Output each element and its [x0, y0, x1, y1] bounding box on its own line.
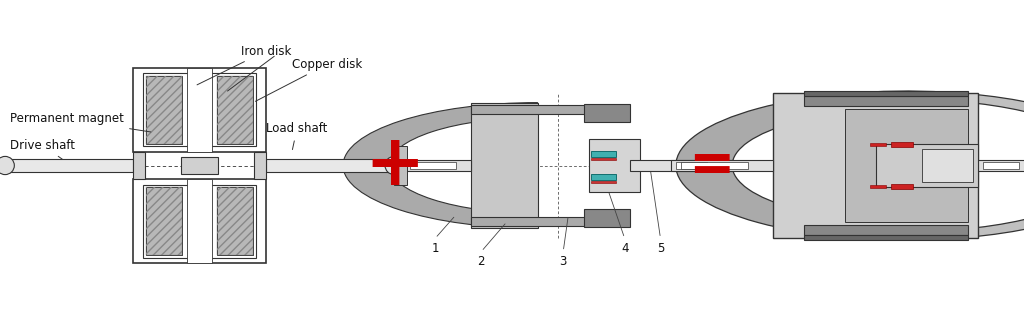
- Bar: [471, 105, 594, 114]
- Bar: [133, 179, 266, 263]
- Bar: [591, 151, 616, 157]
- Bar: [845, 109, 968, 222]
- Bar: [5, 159, 133, 172]
- Ellipse shape: [385, 157, 403, 175]
- Wedge shape: [676, 91, 946, 240]
- Bar: [133, 68, 266, 152]
- Bar: [591, 181, 616, 183]
- Bar: [471, 103, 538, 228]
- Bar: [146, 76, 182, 144]
- Bar: [187, 68, 212, 152]
- Bar: [584, 209, 630, 227]
- Bar: [394, 160, 471, 171]
- Bar: [394, 146, 407, 185]
- Bar: [671, 160, 773, 171]
- Bar: [804, 235, 968, 240]
- Bar: [870, 185, 886, 188]
- Bar: [773, 93, 978, 238]
- Text: Iron disk: Iron disk: [197, 45, 291, 85]
- Bar: [589, 139, 640, 192]
- Text: Load shaft: Load shaft: [266, 122, 328, 150]
- Bar: [681, 162, 748, 169]
- Text: Permanent magnet: Permanent magnet: [10, 113, 151, 132]
- Bar: [804, 225, 968, 235]
- Bar: [983, 162, 1019, 169]
- Bar: [891, 142, 913, 147]
- Bar: [146, 187, 182, 255]
- Text: 2: 2: [477, 255, 485, 268]
- Bar: [676, 162, 707, 169]
- Bar: [584, 104, 630, 122]
- Text: +: +: [364, 131, 425, 200]
- Bar: [143, 73, 256, 146]
- Text: 1: 1: [431, 242, 439, 255]
- Bar: [591, 174, 616, 180]
- Bar: [870, 143, 886, 146]
- Ellipse shape: [0, 157, 14, 175]
- Bar: [630, 160, 732, 171]
- Text: 3: 3: [559, 255, 567, 268]
- Bar: [217, 187, 253, 255]
- Bar: [266, 159, 394, 172]
- Bar: [217, 76, 253, 144]
- Bar: [187, 179, 212, 263]
- Bar: [146, 187, 182, 255]
- Text: =: =: [688, 138, 735, 193]
- Bar: [891, 184, 913, 189]
- Wedge shape: [942, 92, 1024, 239]
- Bar: [591, 158, 616, 160]
- Bar: [471, 217, 594, 226]
- Bar: [876, 144, 978, 187]
- Bar: [146, 76, 182, 144]
- Bar: [922, 149, 973, 182]
- Text: Copper disk: Copper disk: [255, 58, 362, 101]
- Text: 4: 4: [621, 242, 629, 255]
- Text: Drive shaft: Drive shaft: [10, 139, 75, 161]
- Bar: [217, 76, 253, 144]
- Bar: [217, 187, 253, 255]
- Wedge shape: [343, 103, 538, 228]
- Bar: [143, 185, 256, 258]
- Bar: [181, 157, 218, 174]
- Bar: [133, 152, 145, 179]
- Bar: [254, 152, 266, 179]
- Text: 5: 5: [656, 242, 665, 255]
- Bar: [978, 160, 1024, 171]
- Bar: [804, 91, 968, 96]
- Bar: [410, 162, 456, 169]
- Bar: [804, 96, 968, 106]
